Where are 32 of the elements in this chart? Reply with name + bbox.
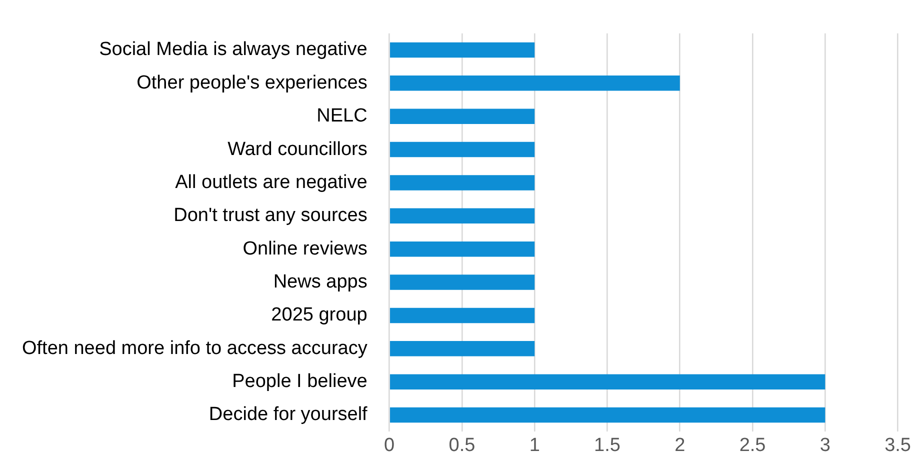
x-tick-label: 2 — [674, 435, 686, 456]
x-tick-label: 0 — [384, 435, 395, 456]
y-tick-label: All outlets are negative — [175, 172, 368, 193]
bar — [390, 374, 826, 390]
y-tick-label: Don't trust any sources — [174, 205, 368, 226]
bar — [390, 308, 535, 324]
bar — [390, 407, 826, 423]
bar — [390, 175, 535, 190]
y-tick-label: Social Media is always negative — [99, 39, 368, 60]
x-tick-label: 0.5 — [448, 435, 476, 456]
x-tick-label: 1 — [529, 435, 540, 456]
x-tick-label: 3.5 — [884, 435, 912, 456]
y-tick-label: News apps — [273, 272, 368, 293]
y-tick-label: Often need more info to access accuracy — [22, 338, 368, 359]
y-tick-label: Ward councillors — [228, 138, 368, 160]
bar — [390, 42, 535, 58]
x-tick-label: 2.5 — [739, 435, 766, 456]
bar — [390, 208, 535, 224]
y-tick-label: People I believe — [232, 371, 368, 392]
bar — [390, 274, 535, 290]
bar — [390, 241, 535, 257]
bar — [390, 341, 535, 356]
y-tick-label: Decide for yourself — [208, 404, 368, 426]
y-tick-label: Other people's experiences — [136, 72, 368, 94]
bar — [390, 108, 535, 124]
bar — [390, 142, 535, 158]
bar — [390, 76, 680, 91]
y-tick-label: NELC — [316, 106, 368, 127]
x-tick-label: 3 — [820, 435, 830, 456]
y-tick-label: 2025 group — [271, 304, 368, 326]
x-tick-label: 1.5 — [594, 435, 620, 456]
y-tick-label: Online reviews — [242, 238, 368, 260]
